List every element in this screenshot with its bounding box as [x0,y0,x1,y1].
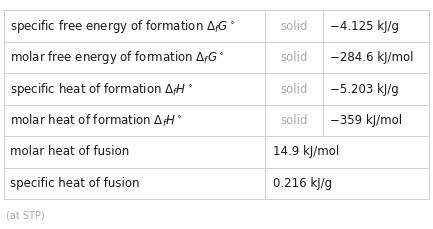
Text: 14.9 kJ/mol: 14.9 kJ/mol [273,145,339,158]
Text: specific free energy of formation $\Delta_f G^\circ$: specific free energy of formation $\Delt… [10,18,235,35]
Text: solid: solid [280,19,308,33]
Text: molar heat of formation $\Delta_f H^\circ$: molar heat of formation $\Delta_f H^\cir… [10,112,182,128]
Text: −5.203 kJ/g: −5.203 kJ/g [330,82,399,95]
Text: 0.216 kJ/g: 0.216 kJ/g [273,177,332,190]
Text: (at STP): (at STP) [6,210,45,220]
Text: −4.125 kJ/g: −4.125 kJ/g [330,19,399,33]
Text: molar free energy of formation $\Delta_f G^\circ$: molar free energy of formation $\Delta_f… [10,49,224,66]
Text: −284.6 kJ/mol: −284.6 kJ/mol [330,51,414,64]
Text: −359 kJ/mol: −359 kJ/mol [330,114,403,127]
Text: solid: solid [280,114,308,127]
Text: solid: solid [280,82,308,95]
Text: solid: solid [280,51,308,64]
Text: specific heat of formation $\Delta_f H^\circ$: specific heat of formation $\Delta_f H^\… [10,81,192,98]
Text: specific heat of fusion: specific heat of fusion [10,177,139,190]
Text: molar heat of fusion: molar heat of fusion [10,145,129,158]
